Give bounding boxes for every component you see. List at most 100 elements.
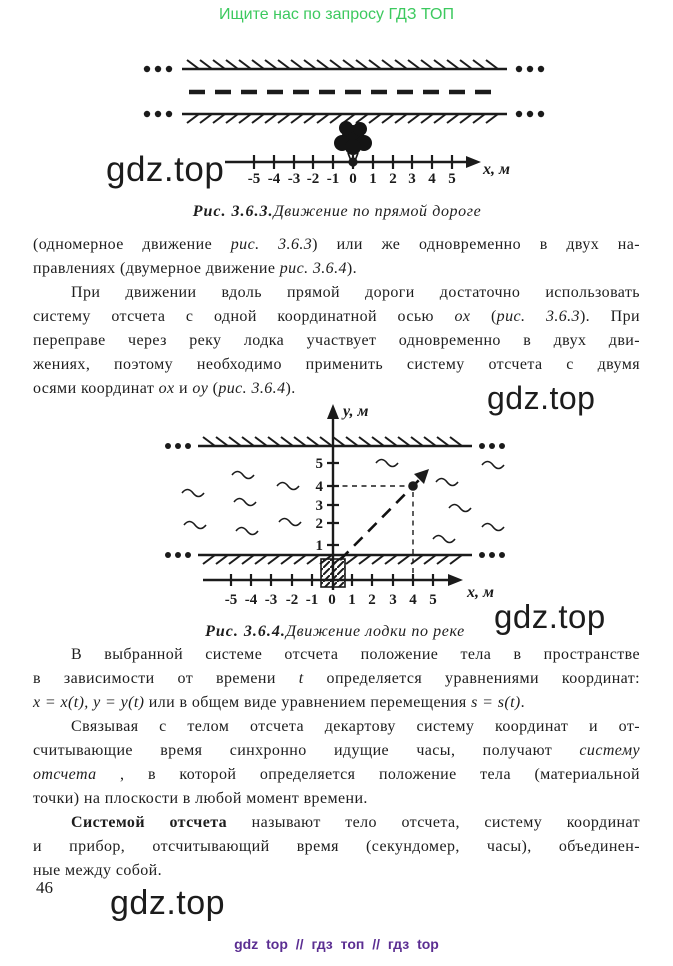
text-segment: Связывая с телом отсчета декартову систе… <box>71 718 640 735</box>
text-line: переправе через реку лодка участвует одн… <box>33 329 640 353</box>
text-segment: рис. 3.6.3 <box>230 236 313 253</box>
svg-text:1: 1 <box>369 171 377 187</box>
figure-3-6-3: -5 -4 -3 -2 -1 0 1 2 3 4 5 x, м Рис. 3.6… <box>127 52 547 221</box>
start-square <box>320 558 346 588</box>
text-segment: ( <box>470 308 497 325</box>
text-segment: рис. 3.6.4 <box>279 260 347 277</box>
trajectory-arrow <box>414 469 429 484</box>
svg-text:-3: -3 <box>288 171 301 187</box>
figure-number: Рис. 3.6.3. <box>192 203 274 220</box>
text-segment: ( <box>208 380 219 397</box>
svg-text:-1: -1 <box>306 592 319 608</box>
origin-point <box>348 157 358 167</box>
ellipsis-dots <box>143 65 545 118</box>
svg-text:-3: -3 <box>265 592 278 608</box>
text-line: Системой отсчета называют тело отсчета, … <box>33 811 640 835</box>
svg-text:-4: -4 <box>245 592 258 608</box>
text-line: В выбранной системе отсчета положение те… <box>33 643 640 667</box>
figure-caption: Рис. 3.6.3.Движение по прямой дороге <box>127 203 547 221</box>
text-line: (одномерное движение рис. 3.6.3) или же … <box>33 233 640 257</box>
x-axis-label: x, м <box>466 584 494 601</box>
text-segment: и <box>174 380 193 397</box>
text-line: При движении вдоль прямой дороги достато… <box>33 281 640 305</box>
text-line: жениях, поэтому необходимо применить сис… <box>33 353 640 377</box>
text-segment: ox <box>454 308 471 325</box>
text-line: ные между собой. <box>33 859 640 883</box>
bottom-bank-hatching <box>202 554 463 565</box>
text-segment: точки) на плоскости в любой момент време… <box>33 790 368 807</box>
text-segment: определяется уравнениями координат: <box>303 670 640 687</box>
svg-text:4: 4 <box>316 479 324 495</box>
gdz-watermark: gdz.top <box>106 150 225 189</box>
x-axis: -5 -4 -3 -2 -1 0 1 2 3 4 5 x, м <box>203 574 494 608</box>
text-segment: и прибор, отсчитывающий время (секундоме… <box>33 838 640 855</box>
text-segment: (одномерное движение <box>33 236 231 253</box>
svg-text:-5: -5 <box>225 592 238 608</box>
page-number: 46 <box>36 878 53 897</box>
svg-text:3: 3 <box>389 592 397 608</box>
text-line: и прибор, отсчитывающий время (секундоме… <box>33 835 640 859</box>
svg-text:3: 3 <box>316 498 324 514</box>
text-segment: ). <box>346 260 358 277</box>
text-segment: считывающие время синхронно идущие часы,… <box>33 742 580 759</box>
text-block-2: В выбранной системе отсчета положение те… <box>33 643 640 883</box>
text-segment: в зависимости от времени <box>33 670 299 687</box>
road-diagram: -5 -4 -3 -2 -1 0 1 2 3 4 5 x, м <box>143 59 545 187</box>
svg-text:0: 0 <box>328 592 336 608</box>
svg-text:1: 1 <box>348 592 356 608</box>
tick-labels: -5 -4 -3 -2 -1 0 1 2 3 4 5 <box>248 171 456 187</box>
text-segment: t <box>298 670 304 687</box>
svg-text:5: 5 <box>429 592 437 608</box>
figure-number: Рис. 3.6.4. <box>205 623 286 640</box>
text-segment: жениях, поэтому необходимо применить сис… <box>33 356 640 373</box>
water-waves <box>181 458 505 544</box>
tick-labels: -5 -4 -3 -2 -1 0 1 2 3 4 5 <box>225 592 437 608</box>
svg-text:2: 2 <box>316 516 324 532</box>
text-segment: ). При <box>579 308 640 325</box>
text-line: x = x(t), y = y(t) или в общем виде урав… <box>33 691 640 715</box>
top-bank-hatching <box>202 436 463 447</box>
svg-text:2: 2 <box>389 171 397 187</box>
text-segment: Системой отсчета <box>71 814 228 831</box>
text-line: правлениях (двумерное движение рис. 3.6.… <box>33 257 640 281</box>
tick-labels: 1 2 3 4 5 <box>316 456 324 554</box>
axis-arrow <box>448 574 463 586</box>
text-segment: систему отсчета с одной координатной ось… <box>33 308 455 325</box>
text-line: систему отсчета с одной координатной ось… <box>33 305 640 329</box>
svg-text:-4: -4 <box>268 171 281 187</box>
gdz-watermark: gdz.top <box>487 380 596 416</box>
text-line: Связывая с телом отсчета декартову систе… <box>33 715 640 739</box>
text-segment: ) или же одновременно в двух на- <box>312 236 640 253</box>
svg-text:5: 5 <box>316 456 324 472</box>
svg-text:3: 3 <box>408 171 416 187</box>
figure-title: Движение лодки по реке <box>285 623 465 640</box>
svg-text:1: 1 <box>316 538 324 554</box>
text-segment: При движении вдоль прямой дороги достато… <box>71 284 640 301</box>
text-line: точки) на плоскости в любой момент време… <box>33 787 640 811</box>
boat-point <box>408 481 418 491</box>
svg-text:-2: -2 <box>286 592 299 608</box>
text-segment: ). <box>285 380 296 397</box>
figure-title: Движение по прямой дороге <box>273 203 482 220</box>
text-line: осями координат ox и oy (рис. 3.6.4). <box>33 377 640 401</box>
text-segment: рис. 3.6.3 <box>496 308 580 325</box>
text-segment: x = x(t), y = y(t) <box>33 694 145 711</box>
text-block-1: (одномерное движение рис. 3.6.3) или же … <box>33 233 640 401</box>
road-bottom-hatching <box>186 113 499 124</box>
text-segment: называют тело отсчета, систему координат <box>227 814 640 831</box>
text-line: в зависимости от времени t определяется … <box>33 667 640 691</box>
axis-arrow <box>466 156 481 168</box>
text-segment: переправе через реку лодка участвует одн… <box>33 332 640 349</box>
svg-text:2: 2 <box>368 592 376 608</box>
text-line: отсчета , в которой определяется положен… <box>33 763 640 787</box>
text-segment: . <box>520 694 526 711</box>
text-line: считывающие время синхронно идущие часы,… <box>33 739 640 763</box>
text-segment: рис. 3.6.4 <box>218 380 286 397</box>
text-segment: ные между собой. <box>33 862 163 879</box>
svg-text:-1: -1 <box>327 171 340 187</box>
text-segment: правлениях (двумерное движение <box>33 260 280 277</box>
road-top-hatching <box>186 59 499 70</box>
y-axis-label: y, м <box>341 403 369 420</box>
text-segment: s = s(t) <box>471 694 521 711</box>
